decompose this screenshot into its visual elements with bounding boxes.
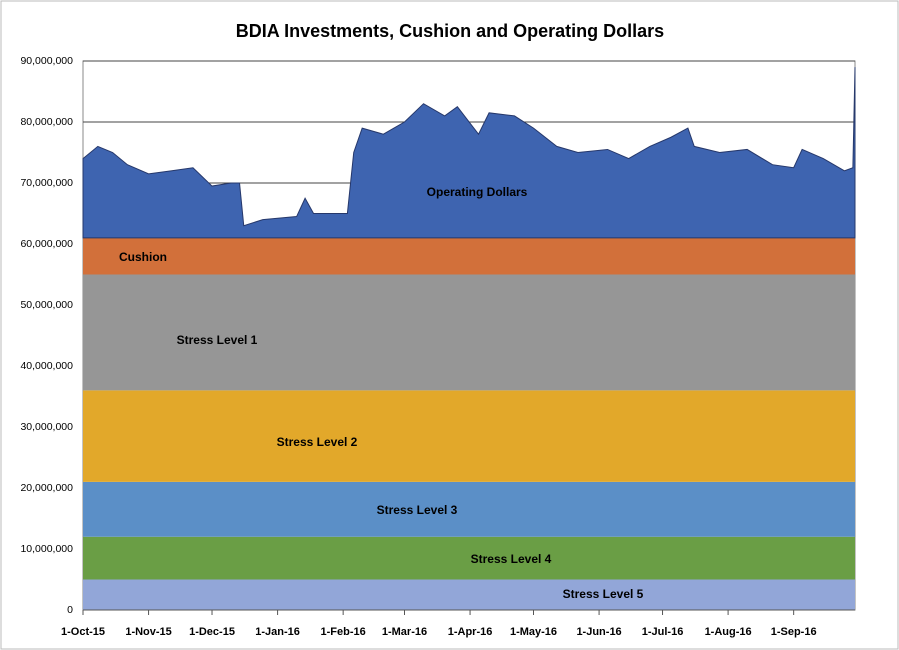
y-tick-label: 20,000,000 xyxy=(20,482,73,494)
series-label: Cushion xyxy=(119,250,167,264)
series-label: Operating Dollars xyxy=(427,185,528,199)
y-tick-label: 10,000,000 xyxy=(20,543,73,555)
y-tick-label: 70,000,000 xyxy=(20,177,73,189)
y-tick-label: 50,000,000 xyxy=(20,299,73,311)
area xyxy=(82,67,856,239)
series-label: Stress Level 2 xyxy=(277,435,358,449)
y-tick-label: 40,000,000 xyxy=(20,360,73,372)
x-tick-label: 1-Oct-15 xyxy=(61,626,105,638)
y-tick-label: 90,000,000 xyxy=(20,55,73,67)
x-tick-label: 1-Mar-16 xyxy=(382,626,427,638)
chart-title: BDIA Investments, Cushion and Operating … xyxy=(236,21,664,41)
y-tick-label: 80,000,000 xyxy=(20,116,73,128)
x-tick-label: 1-Feb-16 xyxy=(321,626,366,638)
series-label: Stress Level 1 xyxy=(177,333,258,347)
area xyxy=(83,536,855,580)
series-label: Stress Level 5 xyxy=(563,587,644,601)
area xyxy=(83,274,855,391)
series-label: Stress Level 3 xyxy=(377,503,458,517)
x-tick-label: 1-Dec-15 xyxy=(189,626,235,638)
area xyxy=(83,390,855,482)
area xyxy=(83,237,855,275)
y-tick-label: 60,000,000 xyxy=(20,238,73,250)
series-label: Stress Level 4 xyxy=(471,552,552,566)
x-tick-label: 1-Aug-16 xyxy=(705,626,752,638)
x-tick-label: 1-Sep-16 xyxy=(771,626,817,638)
x-tick-label: 1-Apr-16 xyxy=(448,626,493,638)
x-tick-label: 1-Jan-16 xyxy=(255,626,300,638)
x-tick-label: 1-Jun-16 xyxy=(576,626,621,638)
x-tick-label: 1-Nov-15 xyxy=(125,626,171,638)
area xyxy=(83,481,855,537)
area xyxy=(83,579,855,610)
x-tick-label: 1-Jul-16 xyxy=(642,626,684,638)
x-tick-label: 1-May-16 xyxy=(510,626,557,638)
y-tick-label: 30,000,000 xyxy=(20,421,73,433)
y-tick-label: 0 xyxy=(67,604,73,616)
